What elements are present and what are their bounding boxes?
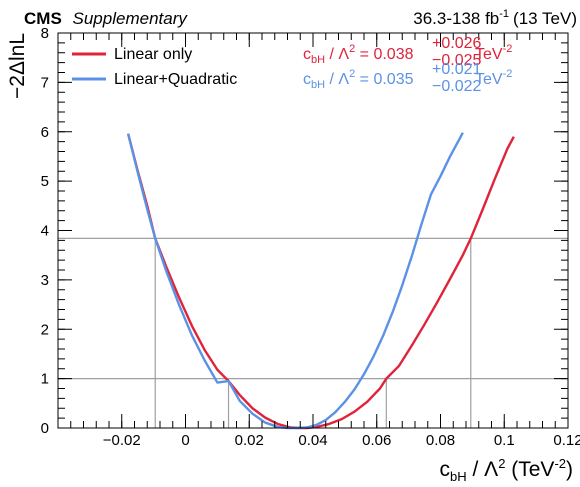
fit-result-linear-unit: TeV-2 [475,43,512,63]
x-tick-label: 0 [181,432,189,449]
legend: Linear only Linear+Quadratic [72,46,237,88]
lumi-label: 36.3-138 fb-1 (13 TeV) [413,8,577,28]
fit-result-quadratic: cbH / Λ2 = 0.035 +0.021 −0.022 TeV-2 [303,61,512,95]
x-tick-label: 0.04 [298,432,327,449]
fit-result-quadratic-unit: TeV-2 [475,68,512,88]
y-tick-label: 4 [41,223,49,240]
axis-ticks [57,32,569,429]
y-tick-label: 1 [41,371,49,388]
y-tick-label: 5 [41,173,49,190]
fit-result-quadratic-down: −0.022 [432,78,481,95]
fit-result-linear: cbH / Λ2 = 0.038 +0.026 −0.025 TeV-2 [303,35,512,69]
x-tick-label: −0.02 [103,432,141,449]
fit-result-linear-down: −0.025 [432,52,481,69]
x-axis-title: cbH / Λ2 (TeV-2) [440,456,573,484]
y-tick-label: 2 [41,321,49,338]
axis-tick-labels: −0.02 0 0.02 0.04 0.06 0.08 0.1 0.12 0 1 2 3 4 5 6 7 8 [41,25,580,449]
curves [126,132,515,430]
y-tick-label: 6 [41,124,49,141]
x-tick-label: 0.02 [235,432,264,449]
y-tick-label: 7 [41,74,49,91]
legend-label-linear: Linear only [114,46,192,63]
y-tick-label: 3 [41,272,49,289]
y-axis-title: −2ΔlnL [6,33,29,99]
reference-lines [58,237,568,428]
plot-frame [57,32,569,429]
y-tick-label: 8 [41,25,49,42]
x-tick-label: 0.12 [553,432,580,449]
experiment-label: CMS Supplementary [24,9,188,28]
fit-result-linear-main: cbH / Λ2 = 0.038 [303,43,414,66]
fit-result-quadratic-up: +0.021 [432,61,481,78]
curve-linear-quadratic [126,132,464,430]
fit-result-quadratic-main: cbH / Λ2 = 0.035 [303,68,414,91]
fit-result-linear-up: +0.026 [432,35,481,52]
curve-linear-only [126,133,515,430]
x-tick-label: 0.06 [362,432,391,449]
x-tick-label: 0.08 [426,432,455,449]
x-tick-label: 0.1 [494,432,515,449]
y-tick-label: 0 [41,420,49,437]
legend-label-quadratic: Linear+Quadratic [114,71,237,88]
